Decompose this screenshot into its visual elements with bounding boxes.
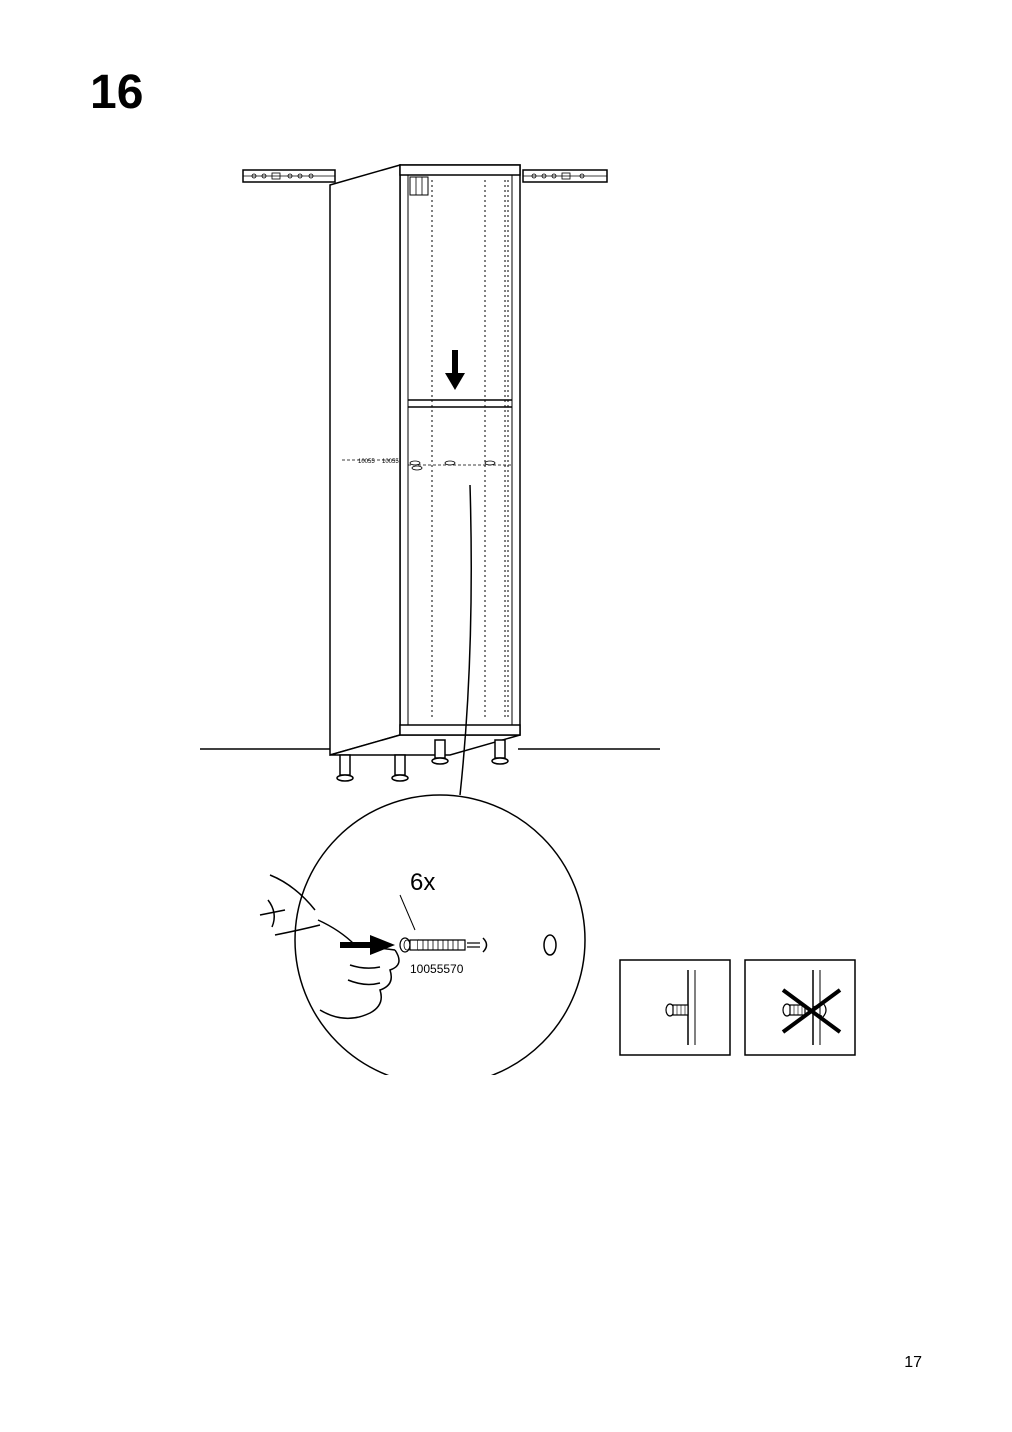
svg-text:10055: 10055	[358, 459, 375, 465]
svg-text:10055: 10055	[382, 459, 399, 465]
page-number: 17	[904, 1354, 922, 1372]
page-container: 16	[0, 0, 1012, 1432]
quantity-label: 6x	[410, 869, 435, 896]
step-number: 16	[90, 65, 143, 120]
assembly-diagram: 10055 10055	[200, 155, 920, 1075]
part-number: 10055570	[410, 962, 464, 976]
main-diagram: 10055 10055	[200, 155, 920, 1055]
